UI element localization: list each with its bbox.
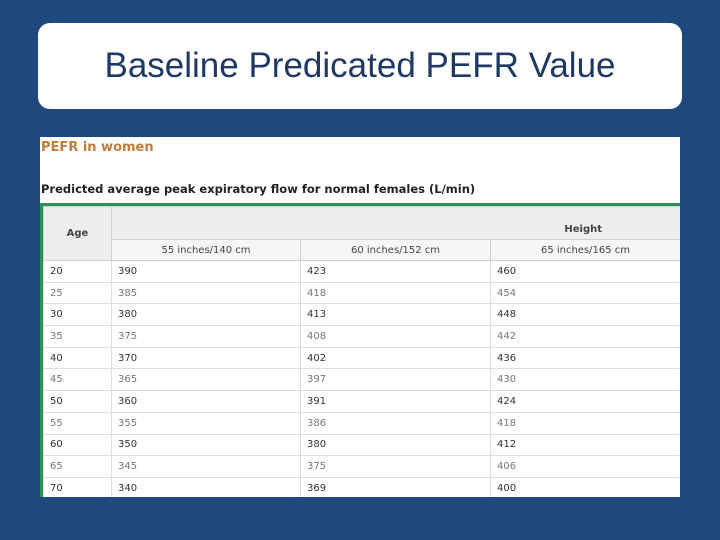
pefr-value-cell: 460 [489, 260, 680, 283]
table-row: 30 380 413 448 [43, 303, 680, 327]
height-column-header: 60 inches/152 cm [300, 239, 491, 261]
pefr-value-cell: 350 [111, 433, 301, 457]
table-row: 70 340 369 400 [43, 476, 680, 497]
table-row: 50 360 391 424 [43, 390, 680, 413]
pefr-value-cell: 430 [489, 368, 680, 392]
height-header: Height [110, 206, 680, 240]
age-cell: 70 [43, 476, 112, 497]
pefr-value-cell: 436 [489, 346, 680, 370]
pefr-value-cell: 454 [489, 281, 680, 305]
slide-title: Baseline Predicated PEFR Value [104, 46, 616, 85]
table-row: 55 355 386 418 [43, 411, 680, 435]
table-row: 65 345 375 406 [43, 455, 680, 478]
pefr-value-cell: 355 [111, 411, 301, 435]
pefr-value-cell: 406 [489, 455, 680, 478]
pefr-value-cell: 370 [111, 346, 301, 370]
pefr-value-cell: 380 [300, 433, 491, 457]
table-row: 25 385 418 454 [43, 281, 680, 305]
pefr-value-cell: 345 [111, 455, 301, 478]
height-column-header: 55 inches/140 cm [111, 239, 301, 261]
pefr-value-cell: 365 [111, 368, 301, 392]
age-cell: 25 [43, 281, 112, 305]
age-cell: 30 [43, 303, 112, 327]
pefr-value-cell: 442 [489, 325, 680, 348]
age-cell: 20 [43, 260, 112, 283]
pefr-value-cell: 418 [300, 281, 491, 305]
pefr-value-cell: 375 [111, 325, 301, 348]
pefr-value-cell: 413 [300, 303, 491, 327]
table-caption: Predicted average peak expiratory flow f… [41, 182, 476, 196]
pefr-value-cell: 385 [111, 281, 301, 305]
height-column-header: 65 inches/165 cm [489, 239, 680, 261]
age-cell: 50 [43, 390, 112, 413]
pefr-value-cell: 400 [489, 476, 680, 497]
age-cell: 35 [43, 325, 112, 348]
table-row: 60 350 380 412 [43, 433, 680, 457]
table-row: 40 370 402 436 [43, 346, 680, 370]
title-box: Baseline Predicated PEFR Value [38, 23, 682, 109]
pefr-value-cell: 402 [300, 346, 491, 370]
age-cell: 65 [43, 455, 112, 478]
pefr-value-cell: 408 [300, 325, 491, 348]
age-cell: 60 [43, 433, 112, 457]
pefr-table-wrapper: Age Height 55 inches/140 cm 60 inches/15… [40, 206, 680, 497]
pefr-value-cell: 448 [489, 303, 680, 327]
table-row: 35 375 408 442 [43, 325, 680, 348]
age-cell: 45 [43, 368, 112, 392]
pefr-value-cell: 340 [111, 476, 301, 497]
section-title: PEFR in women [41, 140, 154, 155]
pefr-value-cell: 369 [300, 476, 491, 497]
pefr-value-cell: 423 [300, 260, 491, 283]
table-row: 45 365 397 430 [43, 368, 680, 392]
pefr-value-cell: 390 [111, 260, 301, 283]
pefr-value-cell: 375 [300, 455, 491, 478]
age-header: Age [43, 206, 112, 261]
pefr-value-cell: 424 [489, 390, 680, 413]
pefr-value-cell: 418 [489, 411, 680, 435]
pefr-table: Age Height 55 inches/140 cm 60 inches/15… [43, 206, 680, 497]
divider [40, 203, 680, 206]
pefr-value-cell: 360 [111, 390, 301, 413]
pefr-value-cell: 391 [300, 390, 491, 413]
pefr-value-cell: 380 [111, 303, 301, 327]
pefr-value-cell: 412 [489, 433, 680, 457]
age-cell: 40 [43, 346, 112, 370]
pefr-table-panel: PEFR in women Predicted average peak exp… [40, 137, 680, 497]
table-body: 20 390 423 460 25 385 418 454 30 380 413 448 35 375 40… [43, 260, 680, 497]
pefr-value-cell: 386 [300, 411, 491, 435]
age-cell: 55 [43, 411, 112, 435]
pefr-value-cell: 397 [300, 368, 491, 392]
table-row: 20 390 423 460 [43, 260, 680, 283]
